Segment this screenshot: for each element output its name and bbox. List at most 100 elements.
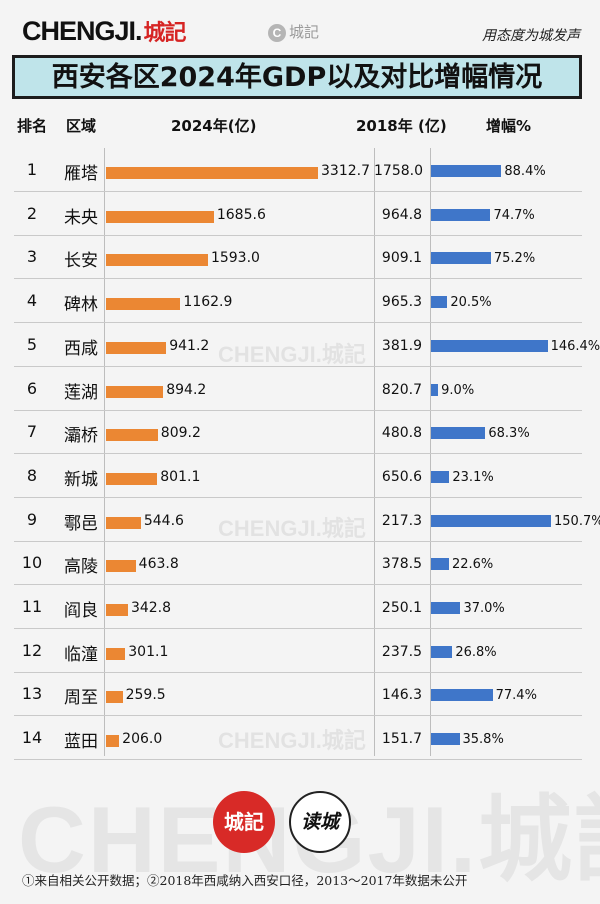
table-row: 2 未央 1685.6 964.8 74.7% bbox=[14, 192, 582, 236]
rank-number: 6 bbox=[26, 378, 38, 398]
bar-gdp-2024 bbox=[106, 385, 164, 398]
table-row: 3 长安 1593.0 909.1 75.2% bbox=[14, 235, 582, 280]
center-logo-text: 城記 bbox=[289, 23, 320, 41]
bar-gdp-2024 bbox=[106, 472, 158, 485]
value-growth: 77.4% bbox=[495, 688, 537, 704]
value-gdp-2018: 381.9 bbox=[381, 337, 422, 354]
value-gdp-2024: 1593.0 bbox=[210, 250, 260, 267]
bar-growth bbox=[431, 208, 491, 221]
header-district: 区域 bbox=[66, 117, 97, 135]
value-growth: 37.0% bbox=[463, 601, 505, 616]
district-name: 碑林 bbox=[64, 295, 98, 316]
value-gdp-2024: 1685.6 bbox=[216, 206, 266, 223]
bar-growth bbox=[431, 383, 439, 396]
header-growth: 增幅% bbox=[486, 117, 532, 135]
rank-number: 12 bbox=[21, 640, 43, 660]
value-gdp-2024: 259.5 bbox=[125, 687, 166, 704]
value-growth: 75.2% bbox=[493, 251, 536, 267]
bar-gdp-2024 bbox=[106, 647, 126, 660]
district-name: 周至 bbox=[64, 688, 98, 709]
rank-number: 3 bbox=[26, 247, 38, 267]
value-growth: 20.5% bbox=[450, 295, 492, 311]
district-name: 未央 bbox=[64, 207, 98, 228]
rank-number: 13 bbox=[21, 684, 43, 704]
title-box: 西安各区2024年GDP以及对比增幅情况 bbox=[12, 55, 582, 99]
bar-gdp-2024 bbox=[106, 691, 123, 704]
value-gdp-2018: 820.7 bbox=[381, 381, 422, 398]
bar-gdp-2024 bbox=[106, 429, 158, 442]
rank-number: 8 bbox=[26, 465, 38, 485]
value-gdp-2024: 941.2 bbox=[169, 337, 210, 354]
bar-gdp-2024 bbox=[106, 516, 141, 529]
table-row: 11 阎良 342.8 250.1 37.0% bbox=[14, 585, 582, 629]
bar-growth bbox=[431, 470, 450, 483]
value-gdp-2018: 650.6 bbox=[381, 468, 422, 485]
column-headers: 排名 区域 2024年(亿) 2018年 (亿) 增幅% bbox=[0, 112, 600, 138]
value-gdp-2024: 894.2 bbox=[166, 381, 207, 398]
value-growth: 26.8% bbox=[455, 644, 497, 660]
top-bar: CHENGJI.城記 C 城記 用态度为城发声 bbox=[0, 0, 600, 52]
column-divider bbox=[374, 148, 375, 756]
rank-number: 10 bbox=[21, 553, 43, 573]
value-gdp-2024: 463.8 bbox=[138, 556, 179, 573]
table-row: 13 周至 259.5 146.3 77.4% bbox=[14, 672, 582, 717]
value-growth: 150.7% bbox=[554, 513, 600, 529]
value-gdp-2018: 151.7 bbox=[381, 731, 422, 748]
district-name: 莲湖 bbox=[64, 382, 98, 403]
table-row: 10 高陵 463.8 378.5 22.6% bbox=[14, 541, 582, 586]
value-gdp-2018: 378.5 bbox=[381, 556, 422, 573]
table-row: 4 碑林 1162.9 965.3 20.5% bbox=[14, 279, 582, 324]
ducheng-logo: 读城 bbox=[289, 791, 351, 853]
bar-growth bbox=[431, 252, 491, 265]
bar-growth bbox=[431, 558, 449, 571]
district-name: 阎良 bbox=[64, 601, 98, 621]
value-gdp-2024: 801.1 bbox=[160, 468, 201, 485]
bar-growth bbox=[431, 689, 493, 702]
bar-growth bbox=[431, 165, 502, 177]
district-name: 灞桥 bbox=[64, 426, 98, 447]
rank-number: 2 bbox=[26, 203, 38, 223]
district-name: 临潼 bbox=[64, 644, 98, 665]
brand-en: CHENGJI. bbox=[22, 16, 143, 46]
value-growth: 23.1% bbox=[452, 469, 494, 485]
table-row: 5 西咸 941.2 381.9 146.4% bbox=[14, 323, 600, 367]
brand-cn: 城記 bbox=[143, 21, 187, 46]
value-gdp-2024: 301.1 bbox=[128, 643, 169, 660]
table-row: 8 新城 801.1 650.6 23.1% bbox=[14, 454, 582, 498]
value-gdp-2018: 480.8 bbox=[381, 425, 422, 442]
rank-number: 5 bbox=[26, 334, 38, 354]
bar-gdp-2024 bbox=[106, 560, 136, 573]
table-row: 9 鄠邑 544.6 217.3 150.7% bbox=[14, 498, 600, 542]
district-name: 高陵 bbox=[64, 557, 98, 578]
column-divider bbox=[430, 148, 431, 756]
value-growth: 68.3% bbox=[488, 426, 530, 442]
slogan: 用态度为城发声 bbox=[482, 28, 580, 44]
table-row: 7 灞桥 809.2 480.8 68.3% bbox=[14, 410, 582, 455]
bar-gdp-2024 bbox=[106, 735, 120, 748]
bar-growth bbox=[431, 733, 460, 746]
column-divider bbox=[104, 148, 105, 756]
bar-gdp-2024 bbox=[106, 254, 208, 267]
value-growth: 9.0% bbox=[441, 382, 475, 398]
bar-growth bbox=[431, 602, 461, 614]
rank-number: 4 bbox=[26, 291, 38, 311]
bar-growth bbox=[431, 339, 548, 352]
district-name: 新城 bbox=[64, 469, 98, 490]
header-gdp-2018: 2018年 (亿) bbox=[356, 117, 447, 135]
rank-number: 1 bbox=[26, 160, 38, 179]
district-name: 鄠邑 bbox=[64, 513, 98, 534]
bar-growth bbox=[431, 514, 551, 527]
c-logo-icon: C bbox=[268, 24, 286, 42]
rank-number: 9 bbox=[26, 509, 38, 529]
bar-growth bbox=[431, 427, 486, 440]
value-gdp-2018: 237.5 bbox=[381, 643, 422, 660]
header-rank: 排名 bbox=[17, 117, 48, 135]
footnote: ①来自相关公开数据；②2018年西咸纳入西安口径，2013～2017年数据未公开 bbox=[22, 873, 468, 888]
rank-number: 11 bbox=[21, 597, 43, 616]
value-gdp-2024: 544.6 bbox=[143, 512, 184, 529]
value-growth: 74.7% bbox=[493, 207, 535, 223]
table-row: 14 蓝田 206.0 151.7 35.8% bbox=[14, 716, 582, 761]
brand-logo: CHENGJI.城記 bbox=[22, 16, 187, 49]
watermark: CHENGJI.城記 bbox=[218, 728, 366, 753]
value-growth: 88.4% bbox=[504, 164, 546, 179]
